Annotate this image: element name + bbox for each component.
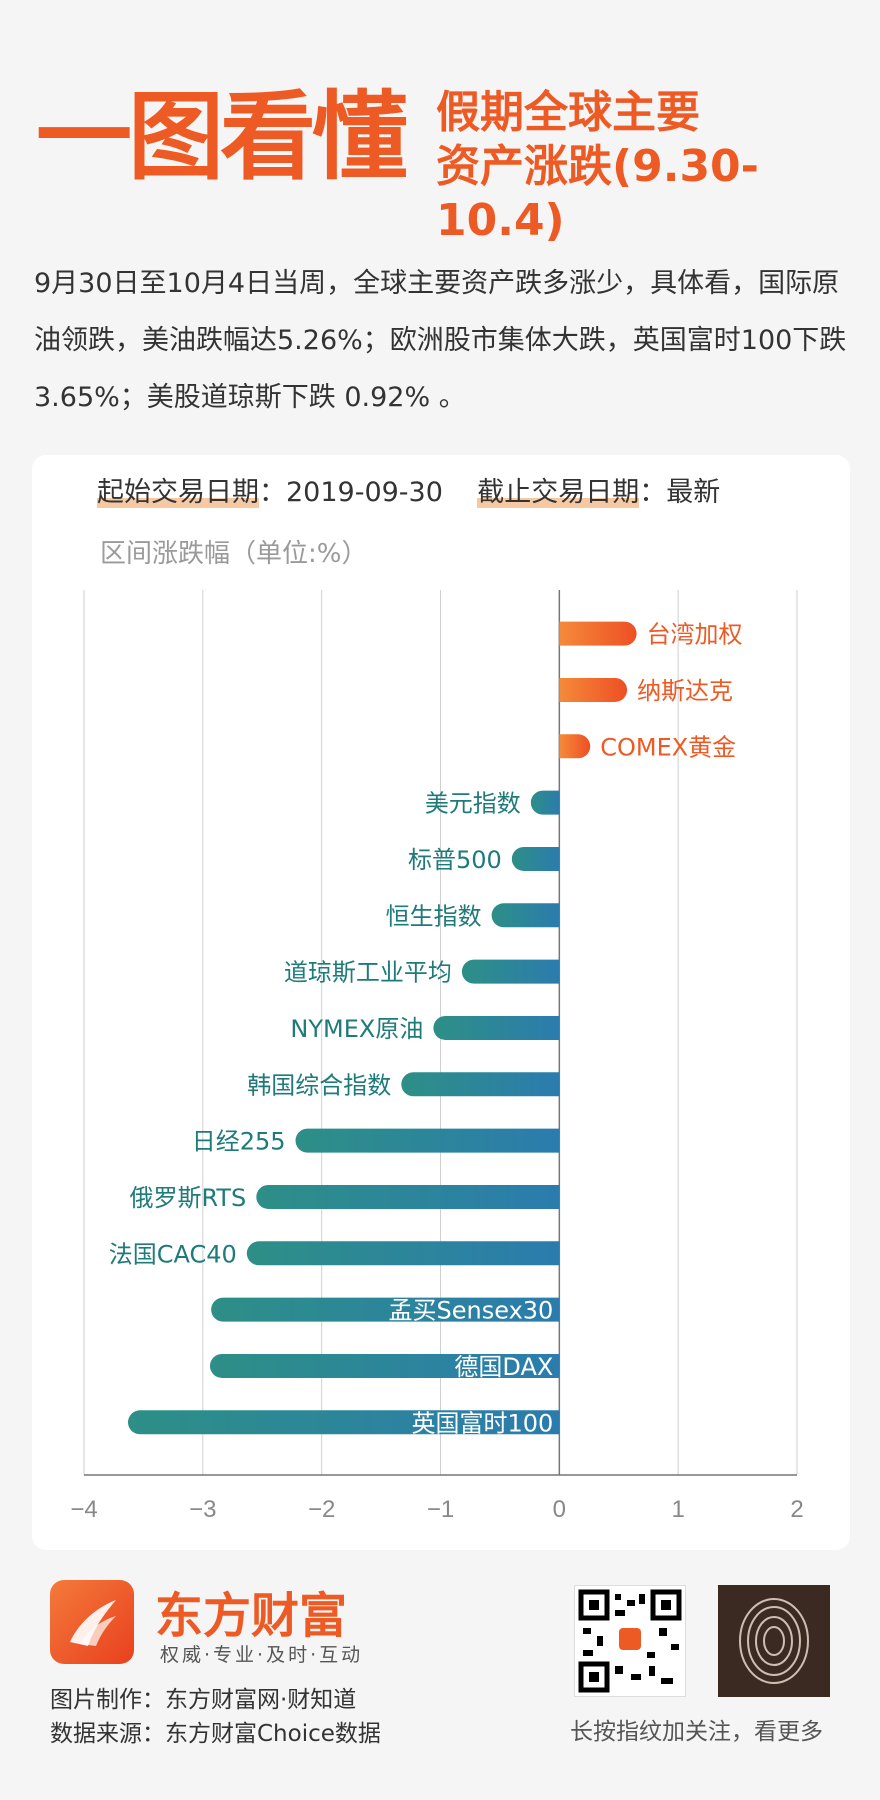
start-date-label: 起始交易日期 bbox=[97, 477, 259, 508]
x-tick-label: −2 bbox=[308, 1496, 335, 1523]
start-date-value: ：2019-09-30 bbox=[259, 477, 443, 508]
brand-slogan: 权威·专业·及时·互动 bbox=[160, 1644, 364, 1666]
x-tick-label: −1 bbox=[427, 1496, 454, 1523]
subtitle-line-1: 假期全球主要 bbox=[436, 87, 700, 138]
credit-source: 数据来源：东方财富Choice数据 bbox=[50, 1721, 381, 1747]
x-tick-label: 2 bbox=[790, 1496, 803, 1523]
category-label: COMEX黄金 bbox=[600, 733, 736, 761]
axis-unit-label: 区间涨跌幅（单位:%） bbox=[100, 539, 368, 569]
category-label: NYMEX原油 bbox=[290, 1015, 423, 1043]
end-date-value: ：最新 bbox=[639, 477, 721, 508]
brand-logo-icon bbox=[50, 1580, 134, 1664]
category-label: 俄罗斯RTS bbox=[129, 1184, 246, 1212]
category-label: 标普500 bbox=[408, 846, 502, 874]
end-date-label: 截止交易日期 bbox=[477, 477, 640, 508]
date-range: 起始交易日期：2019-09-30 截止交易日期：最新 bbox=[97, 470, 720, 509]
category-label: 恒生指数 bbox=[386, 902, 482, 930]
bar bbox=[401, 1072, 560, 1097]
bar bbox=[211, 1297, 560, 1322]
bar bbox=[559, 677, 628, 702]
category-label: 纳斯达克 bbox=[637, 677, 733, 705]
subtitle: 假期全球主要 资产涨跌(9.30-10.4) bbox=[436, 86, 856, 248]
bar bbox=[209, 1353, 560, 1378]
x-tick-label: −3 bbox=[189, 1496, 216, 1523]
bar bbox=[256, 1184, 560, 1209]
category-label: 台湾加权 bbox=[647, 621, 743, 649]
bar bbox=[491, 903, 560, 928]
bar bbox=[295, 1128, 560, 1153]
x-tick-label: 1 bbox=[671, 1496, 684, 1523]
bar bbox=[559, 734, 591, 759]
bar bbox=[433, 1015, 560, 1040]
header: 一图看懂 假期全球主要 资产涨跌(9.30-10.4) bbox=[36, 81, 856, 246]
category-label: 美元指数 bbox=[425, 790, 521, 818]
bar bbox=[461, 959, 560, 984]
category-label: 孟买Sensex30 bbox=[389, 1297, 554, 1325]
credit-maker: 图片制作：东方财富网·财知道 bbox=[50, 1687, 357, 1713]
category-label: 日经255 bbox=[192, 1128, 286, 1156]
bar bbox=[530, 790, 560, 815]
follow-hint: 长按指纹加关注，看更多 bbox=[570, 1719, 823, 1745]
brand-name: 东方财富 bbox=[155, 1588, 348, 1644]
category-label: 道琼斯工业平均 bbox=[284, 959, 452, 987]
category-label: 韩国综合指数 bbox=[247, 1071, 391, 1099]
bar bbox=[559, 621, 637, 646]
intro-paragraph: 9月30日至10月4日当周，全球主要资产跌多涨少，具体看，国际原油领跌，美油跌幅… bbox=[34, 268, 847, 413]
bar bbox=[127, 1410, 560, 1435]
qr-code-icon[interactable] bbox=[574, 1585, 686, 1697]
bar bbox=[511, 846, 560, 871]
x-tick-label: 0 bbox=[553, 1496, 566, 1523]
fingerprint-icon[interactable] bbox=[718, 1585, 830, 1697]
category-label: 英国富时100 bbox=[412, 1409, 554, 1437]
main-title: 一图看懂 bbox=[36, 81, 408, 193]
subtitle-line-2: 资产涨跌(9.30-10.4) bbox=[436, 141, 759, 246]
category-label: 德国DAX bbox=[454, 1353, 553, 1381]
x-tick-label: −4 bbox=[70, 1496, 97, 1523]
category-label: 法国CAC40 bbox=[109, 1240, 237, 1268]
bar bbox=[246, 1241, 560, 1266]
